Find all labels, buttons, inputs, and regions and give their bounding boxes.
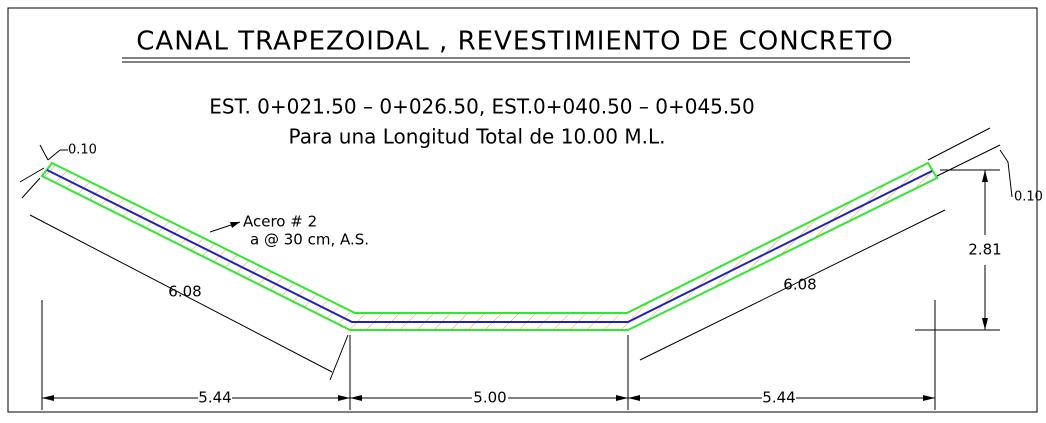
subtitle: Para una Longitud Total de 10.00 M.L. <box>289 125 666 149</box>
canal-lining <box>40 161 939 331</box>
dimension-label: 5.00 <box>473 389 506 407</box>
arrowheads <box>42 170 988 401</box>
thickness-label: 0.10 <box>68 143 97 158</box>
subtitle: EST. 0+021.50 – 0+026.50, EST.0+040.50 –… <box>209 95 754 119</box>
dimension-label: 6.08 <box>783 276 816 294</box>
steel-label: a @ 30 cm, A.S. <box>250 231 369 249</box>
thickness-label: 0.10 <box>1014 190 1043 205</box>
dimension-label: 2.81 <box>968 241 1001 259</box>
steel-label: Acero # 2 <box>243 213 317 231</box>
dimension-label: 6.08 <box>168 283 201 301</box>
dimension-label: 5.44 <box>762 389 795 407</box>
steel-line <box>46 169 933 323</box>
dimensions <box>19 127 1013 410</box>
frame <box>7 7 1038 413</box>
title: CANAL TRAPEZOIDAL , REVESTIMIENTO DE CON… <box>136 27 893 57</box>
dimension-label: 5.44 <box>198 389 231 407</box>
